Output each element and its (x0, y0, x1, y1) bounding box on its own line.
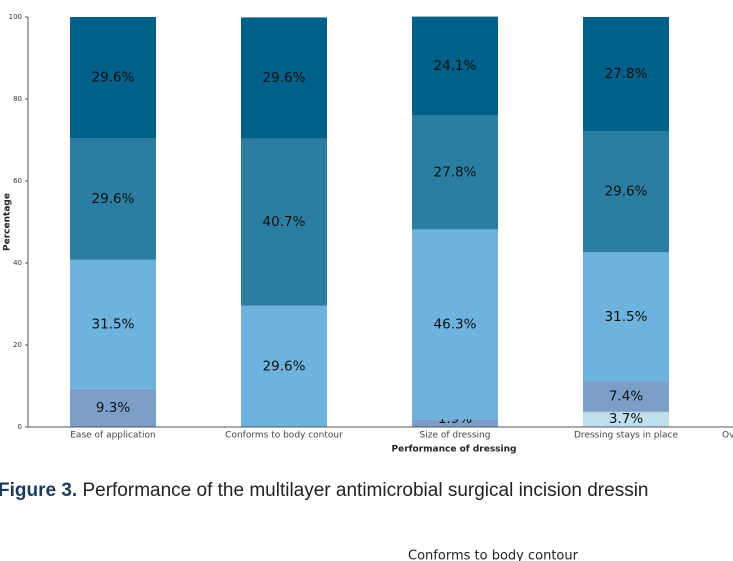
x-axis-label: Performance of dressing (392, 445, 517, 455)
data-label: 7.4% (609, 389, 643, 405)
bar-segment (583, 411, 669, 427)
data-label: 31.5% (605, 309, 648, 325)
data-label: 29.6% (605, 184, 648, 200)
bar-segment (70, 388, 156, 427)
bar-segment (241, 138, 327, 306)
data-label: 29.6% (92, 191, 135, 207)
bar-segment (583, 252, 669, 382)
data-label: 9.3% (96, 400, 130, 416)
bar-segment (412, 115, 498, 230)
x-tick-label: Conforms to body contour (225, 431, 343, 441)
bar-segment (70, 138, 156, 260)
x-tick-label: Size of dressing (420, 431, 491, 441)
y-axis-label: Percentage (3, 193, 13, 251)
data-label: 27.8% (434, 164, 477, 180)
y-tick-label: 40 (13, 259, 22, 267)
bar-segment (583, 381, 669, 412)
data-label: 40.7% (263, 214, 306, 230)
data-label: 29.6% (92, 70, 135, 86)
bar-segment (241, 17, 327, 139)
x-tick-label: Dressing stays in place (574, 431, 678, 441)
caption: Figure 3. Performance of the multilayer … (0, 480, 648, 501)
bar-segment (241, 305, 327, 427)
data-label: 29.6% (263, 358, 306, 374)
data-label: 24.1% (434, 58, 477, 74)
x-tick-label: Ease of application (70, 431, 155, 441)
y-tick-label: 20 (13, 341, 22, 349)
y-tick-label: 100 (9, 13, 22, 21)
next-chart-title: Conforms to body contour (408, 549, 579, 561)
y-tick-label: 80 (13, 95, 22, 103)
data-label: 27.8% (605, 66, 648, 82)
bar-segment (70, 17, 156, 139)
data-label: 29.6% (263, 70, 306, 86)
x-tick-label: Ov (722, 431, 733, 441)
bar-segment (583, 130, 669, 253)
bar-segment (412, 16, 498, 116)
y-tick-label: 0 (18, 423, 22, 431)
data-label: 46.3% (434, 316, 477, 332)
bar-segment (583, 17, 669, 131)
bar-segment (412, 229, 498, 420)
y-tick-label: 60 (13, 177, 22, 185)
caption-label: Figure 3. (0, 480, 77, 501)
data-label: 3.7% (609, 411, 643, 427)
bar-segment (70, 259, 156, 389)
bar-segment (412, 419, 498, 427)
caption-text: Performance of the multilayer antimicrob… (77, 480, 648, 501)
data-label: 31.5% (92, 316, 135, 332)
